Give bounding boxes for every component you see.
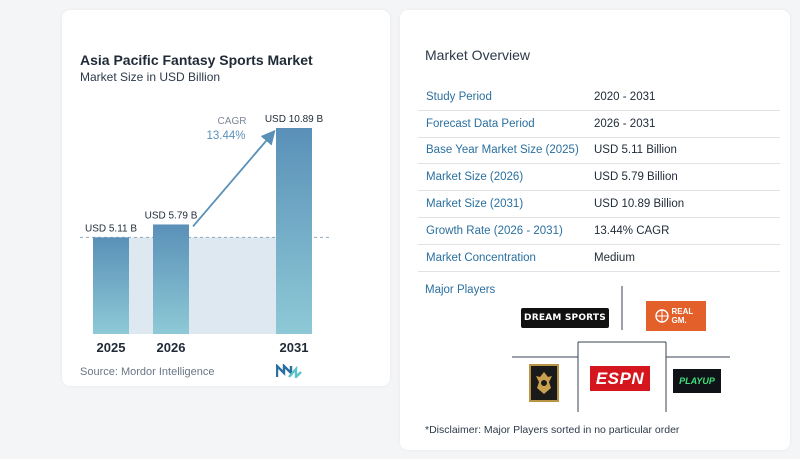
espn-logo: ESPN	[590, 366, 650, 391]
dream-sports-logo-text: DREAM SPORTS	[524, 313, 606, 323]
dream-sports-logo: DREAM SPORTS	[521, 308, 609, 328]
overview-value: USD 5.79 Billion	[594, 171, 678, 184]
overview-row: Forecast Data Period 2026 - 2031	[418, 111, 780, 138]
overview-key: Market Size (2026)	[426, 171, 524, 184]
chart-subtitle: Market Size in USD Billion	[80, 70, 221, 84]
bar-2026	[153, 224, 189, 334]
overview-value: 2026 - 2031	[594, 117, 656, 130]
bar-value-label: USD 5.11 B	[85, 223, 137, 234]
bar-value-label: USD 10.89 B	[265, 114, 324, 125]
overview-value: 2020 - 2031	[594, 90, 656, 103]
overview-row: Study Period 2020 - 2031	[418, 84, 780, 111]
overview-key: Forecast Data Period	[426, 117, 535, 130]
espn-logo-text: ESPN	[595, 368, 645, 388]
basketball-icon	[654, 309, 669, 323]
overview-table: Study Period 2020 - 2031 Forecast Data P…	[418, 84, 780, 272]
real-gm-logo: REAL GM.	[646, 301, 706, 331]
x-tick-label: 2026	[157, 340, 186, 355]
overview-title: Market Overview	[425, 47, 531, 63]
overview-row: Base Year Market Size (2025) USD 5.11 Bi…	[418, 138, 780, 165]
chart-title: Asia Pacific Fantasy Sports Market	[80, 52, 313, 68]
source-label: Source: Mordor Intelligence	[80, 366, 215, 378]
bar-value-label: USD 5.79 B	[145, 210, 198, 221]
x-tick-label: 2025	[97, 340, 126, 355]
overview-row: Market Concentration Medium	[418, 245, 780, 272]
major-players-title: Major Players	[425, 284, 496, 296]
bar-2025	[93, 237, 129, 334]
playup-logo-text: PLAYUP	[679, 376, 715, 386]
crest-logo	[529, 364, 559, 402]
overview-row: Market Size (2031) USD 10.89 Billion	[418, 191, 780, 218]
cagr-label: CAGR	[218, 116, 247, 127]
overview-key: Study Period	[426, 90, 492, 103]
mordor-logo-icon	[276, 364, 302, 378]
overview-value: USD 5.11 Billion	[594, 144, 677, 157]
overview-value: Medium	[594, 251, 635, 264]
overview-value: 13.44% CAGR	[594, 224, 670, 237]
cagr-value: 13.44%	[206, 130, 245, 142]
eagle-crest-icon	[536, 372, 552, 394]
overview-key: Growth Rate (2026 - 2031)	[426, 224, 563, 237]
overview-key: Market Concentration	[426, 251, 536, 264]
bar-2031	[276, 128, 312, 334]
bar-chart: USD 5.11 B 2025 USD 5.79 B 2026 USD 10.89 B 2…	[80, 114, 330, 355]
x-tick-label: 2031	[280, 340, 309, 355]
overview-value: USD 10.89 Billion	[594, 198, 685, 211]
overview-key: Base Year Market Size (2025)	[426, 144, 579, 157]
overview-key: Market Size (2031)	[426, 198, 524, 211]
real-gm-logo-text: REAL GM.	[671, 307, 694, 325]
playup-logo: PLAYUP	[673, 369, 721, 393]
overview-row: Market Size (2026) USD 5.79 Billion	[418, 164, 780, 192]
disclaimer: *Disclaimer: Major Players sorted in no …	[425, 424, 680, 436]
cagr-arrow	[192, 129, 276, 228]
overview-row: Growth Rate (2026 - 2031) 13.44% CAGR	[418, 218, 780, 245]
